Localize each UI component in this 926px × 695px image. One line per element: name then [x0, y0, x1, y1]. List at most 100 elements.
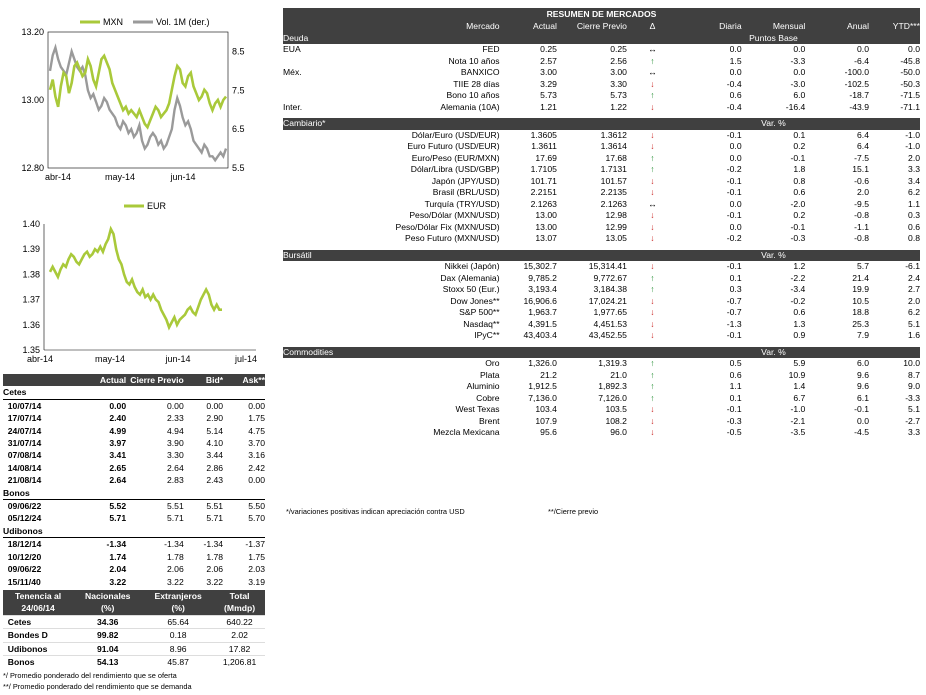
- group-cell: [283, 358, 328, 370]
- market-note-2: **/Cierre previo: [548, 507, 599, 516]
- direction-arrow-icon: ↑: [650, 392, 655, 403]
- column-header: Δ: [626, 21, 678, 33]
- column-header: Bid*: [183, 374, 224, 387]
- section-unit: Var. %: [677, 249, 869, 261]
- actual-cell: 13.00: [535, 221, 557, 232]
- actual-cell: 2.04: [109, 564, 127, 575]
- daily-cell: 0.1: [729, 392, 742, 403]
- x-tick: abr-14: [45, 172, 71, 182]
- bid-cell: 4.10: [206, 438, 224, 449]
- ytd-cell: 5.1: [908, 318, 920, 329]
- table-row: EUA FED 0.25 0.25 ↔ 0.0 0.0 0.0 0.0: [283, 44, 920, 56]
- monthly-cell: -0.1: [790, 152, 806, 163]
- column-header: Diaria: [677, 21, 742, 33]
- actual-cell: 21.2: [540, 369, 557, 380]
- monthly-cell: 1.3: [793, 318, 806, 329]
- daily-cell: -0.1: [726, 330, 742, 340]
- ytd-cell: 9.0: [908, 381, 920, 391]
- column-header: (Mmdp): [214, 602, 265, 616]
- prev-cell: 2.1263: [600, 198, 627, 209]
- monthly-cell: -3.5: [790, 427, 806, 437]
- annual-cell: -18.7: [849, 90, 869, 100]
- date-cell: 10/07/14: [3, 400, 42, 411]
- header-row: 24/06/14 (%) (%) (Mmdp): [3, 602, 265, 616]
- table-row: Nasdaq** 4,391.5 4,451.53 ↓ -1.3 1.3 25.3 5.1: [283, 319, 920, 331]
- monthly-cell: -0.2: [790, 295, 806, 306]
- bid-cell: 0.00: [206, 400, 224, 411]
- section-row: Udibonos: [3, 524, 265, 539]
- annual-cell: -43.9: [849, 101, 869, 112]
- table-row: Oro 1,326.0 1,319.3 ↑ 0.5 5.9 6.0 10.0: [283, 358, 920, 370]
- group-cell: [283, 130, 328, 142]
- monthly-cell: -0.3: [790, 233, 806, 243]
- actual-cell: 107.9: [535, 415, 557, 426]
- prev-cell: 12.98: [605, 210, 627, 220]
- market-name: Plata: [479, 369, 500, 380]
- monthly-cell: -3.3: [790, 55, 806, 66]
- actual-cell: 5.73: [540, 90, 557, 100]
- group-cell: [283, 381, 328, 393]
- table-row: Peso/Dólar (MXN/USD) 13.00 12.98 ↓ -0.1 0.2 -0…: [283, 210, 920, 222]
- plot-frame: [47, 31, 229, 169]
- table-row: Méx. BANXICO 3.00 3.00 ↔ 0.0 0.0 -100.0 -50.0: [283, 67, 920, 79]
- section-unit: Var. %: [677, 346, 869, 358]
- market-name: Japón (JPY/USD): [431, 175, 500, 186]
- actual-cell: 3.97: [109, 438, 127, 449]
- market-name: Dow Jones**: [450, 295, 500, 306]
- table-row: 15/11/40 3.22 3.22 3.22 3.19: [3, 576, 265, 588]
- prev-cell: 12.99: [605, 221, 627, 232]
- annual-cell: 6.0: [857, 358, 869, 368]
- ytd-cell: 0.0: [908, 44, 920, 54]
- daily-cell: 0.3: [729, 284, 742, 294]
- annual-cell: -0.1: [854, 404, 869, 414]
- actual-cell: 3.00: [540, 67, 557, 77]
- prev-cell: 1.22: [610, 101, 627, 112]
- group-cell: [283, 296, 328, 308]
- daily-cell: -0.7: [726, 295, 742, 306]
- prev-cell: 3.22: [167, 576, 184, 587]
- ytd-cell: -1.0: [905, 129, 920, 140]
- ask-cell: 1.75: [248, 413, 265, 424]
- market-name: Nasdaq**: [463, 318, 500, 329]
- market-name: IPyC**: [474, 330, 500, 340]
- section-row: Cambiario* Var. %: [283, 118, 920, 130]
- actual-cell: 3.22: [109, 576, 127, 587]
- group-cell: [283, 141, 328, 153]
- extranjeros-cell: 45.87: [167, 657, 189, 668]
- table-row: West Texas 103.4 103.5 ↓ -0.1 -1.0 -0.1 5.1: [283, 404, 920, 416]
- annual-cell: 0.0: [857, 44, 869, 54]
- ask-cell: 4.75: [248, 425, 265, 436]
- actual-cell: 7,136.0: [528, 392, 557, 403]
- ytd-cell: 8.7: [908, 369, 920, 380]
- actual-cell: 2.64: [109, 475, 127, 486]
- actual-cell: 2.1263: [530, 198, 557, 209]
- annual-cell: -102.5: [844, 78, 869, 89]
- prev-cell: 1.7131: [600, 164, 627, 174]
- legend-label-eur: EUR: [147, 201, 167, 211]
- actual-cell: -1.34: [106, 539, 127, 550]
- group-cell: [283, 187, 328, 199]
- annual-cell: 25.3: [852, 318, 869, 329]
- column-header: Actual: [499, 21, 557, 33]
- prev-cell: 2.06: [167, 564, 184, 575]
- prev-cell: 43,452.55: [588, 330, 627, 340]
- monthly-cell: -2.1: [790, 415, 806, 426]
- direction-arrow-icon: ↓: [650, 210, 655, 220]
- section-row: Deuda Puntos Base: [283, 32, 920, 44]
- table-row: 07/08/14 3.41 3.30 3.44 3.16: [3, 449, 265, 461]
- section-unit: Var. %: [677, 118, 869, 130]
- prev-cell: 5.73: [610, 90, 627, 100]
- market-name: TIIE 28 días: [453, 78, 500, 89]
- table-row: 17/07/14 2.40 2.33 2.90 1.75: [3, 412, 265, 424]
- table-row: Aluminio 1,912.5 1,892.3 ↑ 1.1 1.4 9.6 9.0: [283, 381, 920, 393]
- table-row: 24/07/14 4.99 4.94 5.14 4.75: [3, 425, 265, 437]
- annual-cell: -6.4: [854, 55, 869, 66]
- x-tick: may-14: [105, 172, 135, 182]
- table-row: 31/07/14 3.97 3.90 4.10 3.70: [3, 437, 265, 449]
- actual-cell: 2.65: [109, 462, 127, 473]
- actual-cell: 16,906.6: [523, 295, 557, 306]
- name-cell: Udibonos: [3, 643, 48, 654]
- actual-cell: 3.29: [540, 78, 557, 89]
- bid-cell: 3.22: [206, 576, 224, 587]
- market-name: Bono 10 años: [446, 90, 500, 100]
